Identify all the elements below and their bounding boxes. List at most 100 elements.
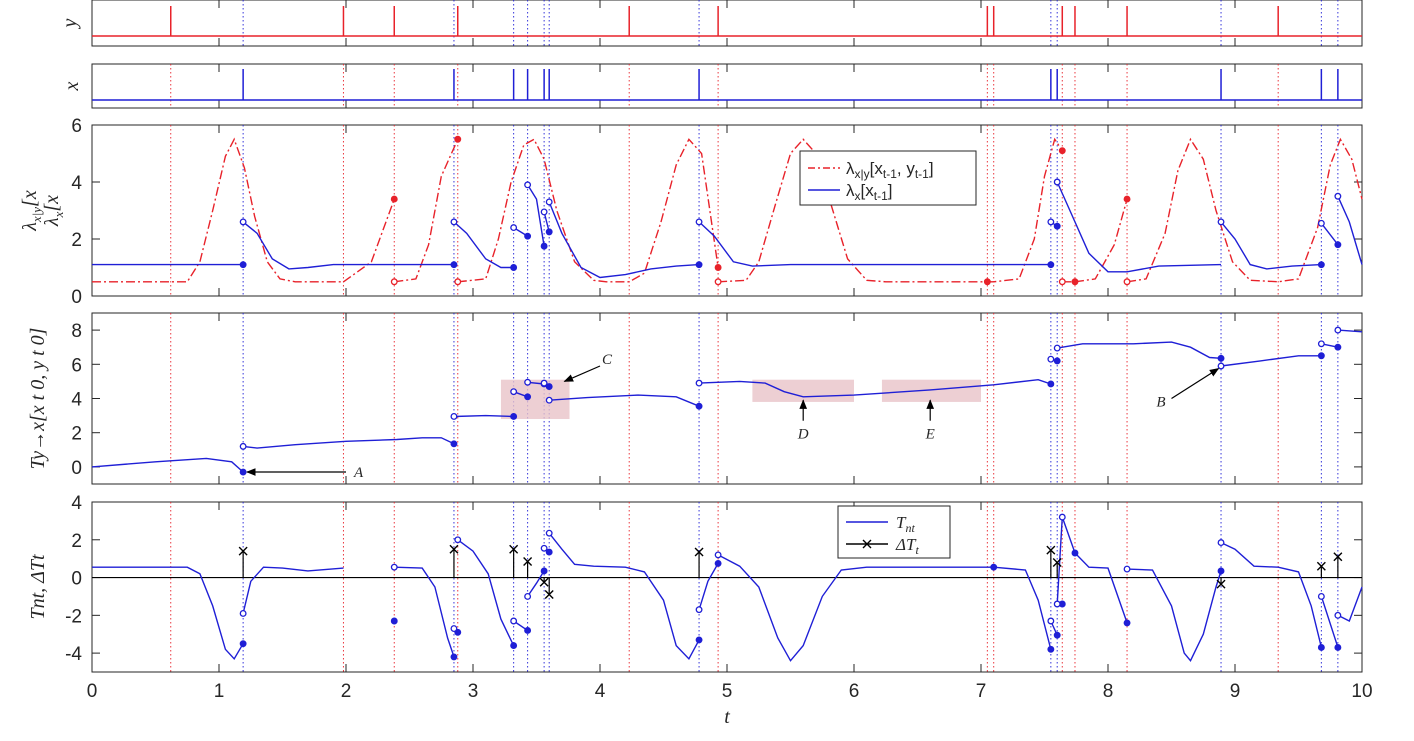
rate-point-open	[1047, 617, 1055, 625]
lambda-legend-label-part: λ	[846, 181, 855, 200]
lambda-x-line	[548, 201, 700, 279]
lambda-legend-box	[799, 150, 977, 206]
lambda-xy-point	[1071, 278, 1079, 286]
rate-line	[394, 566, 455, 658]
lambda-x-point	[450, 261, 458, 269]
te-ytick-label: 0	[71, 458, 82, 479]
te-ytick-label: 4	[71, 390, 82, 411]
x-tick-label: 6	[849, 681, 860, 702]
te-line	[1337, 329, 1363, 333]
lambda-xy-line	[987, 137, 1063, 283]
rate-point	[1317, 643, 1325, 651]
te-point-open	[524, 378, 532, 386]
lambda-legend-label-part: λ	[846, 159, 855, 178]
lambda-x-point	[1047, 261, 1055, 269]
x-tick-label: 10	[1351, 681, 1372, 702]
lambda-x-point-open	[524, 181, 532, 189]
te-line	[453, 414, 514, 418]
rate-point	[990, 563, 998, 571]
te-annotation-label: B	[1156, 395, 1165, 411]
rate-point	[450, 653, 458, 661]
te-line	[699, 378, 1052, 398]
y-raster-ylabel: y	[59, 18, 81, 29]
delta-t-marker	[238, 546, 248, 556]
lambda-ytick-label: 0	[71, 287, 82, 308]
te-point	[239, 468, 247, 476]
delta-t-marker	[544, 590, 554, 600]
rate-point-open	[510, 617, 518, 625]
rate-point	[1071, 549, 1079, 557]
lambda-x-point-open	[1334, 192, 1342, 200]
rate-point-open	[1217, 539, 1225, 547]
rate-point	[239, 640, 247, 648]
lambda-x-point	[1334, 241, 1342, 249]
lambda-x-point	[545, 228, 553, 236]
lambda-x-point-open	[510, 224, 518, 232]
lambda-xy-point-open	[1058, 278, 1066, 286]
lambda-x-line	[1220, 221, 1322, 270]
rate-ytick-label: 2	[71, 531, 82, 552]
rate-line	[717, 554, 1052, 662]
rate-point-open	[450, 625, 458, 633]
lambda-ylabel-line1: λx|y[x	[19, 190, 44, 232]
lambda-x-point	[695, 261, 703, 269]
te-line	[1220, 355, 1322, 367]
lambda-legend-label: λx|y[xt-1, yt-1]	[846, 159, 934, 181]
rate-line	[1220, 541, 1323, 648]
rate-point-open	[1317, 592, 1325, 600]
lambda-legend-label-part: ]	[888, 181, 893, 200]
te-point-open	[1217, 362, 1225, 370]
rate-point	[545, 548, 553, 556]
te-point	[545, 383, 553, 390]
rate-legend-main: ΔT	[895, 535, 917, 554]
lambda-xy-point-open	[390, 278, 398, 286]
lambda-x-point-open	[545, 198, 553, 206]
te-point	[1334, 343, 1342, 351]
rate-point-open	[695, 606, 703, 614]
rate-ylabel: Tnt, ΔTt	[27, 554, 49, 620]
te-point	[524, 393, 532, 401]
lambda-xy-line	[1074, 198, 1128, 283]
rate-legend-main: T	[896, 513, 907, 532]
te-annotation-label: D	[797, 427, 809, 443]
lambda-x-line	[698, 221, 1051, 267]
delta-t-marker	[539, 577, 549, 587]
te-highlight-box	[752, 379, 854, 402]
te-point-open	[510, 388, 518, 396]
rate-point-open	[1053, 600, 1061, 608]
rate-point	[524, 626, 532, 634]
rate-point-open	[1334, 611, 1342, 619]
lambda-legend: λx|y[xt-1, yt-1]λx[xt-1]	[799, 150, 977, 206]
lambda-x-point-open	[695, 218, 703, 226]
te-annotation-arrow	[563, 365, 601, 382]
x-tick-label: 0	[87, 681, 98, 702]
lambda-x-point-open	[1047, 218, 1055, 226]
lambda-x-point-open	[540, 208, 548, 216]
rate-point	[540, 567, 548, 575]
lambda-legend-label-part: t-1	[915, 167, 929, 181]
rate-line	[1337, 586, 1363, 622]
lambda-x-line	[242, 221, 454, 270]
rate-line	[92, 566, 244, 660]
lambda-x-point	[540, 242, 548, 250]
x-tick-label: 8	[1103, 681, 1114, 702]
delta-t-marker	[509, 544, 519, 554]
te-point	[450, 440, 458, 448]
lambda-ylabel-line2: λx[x	[41, 195, 66, 227]
lambda-xy-point	[390, 195, 398, 203]
te-annotation-label: E	[925, 427, 935, 443]
lambda-ylabel-part: λ	[19, 222, 41, 232]
rate-point-open	[454, 536, 462, 544]
rate-point-open	[390, 563, 398, 571]
delta-t-marker	[449, 544, 459, 554]
te-annotation-label: C	[602, 352, 613, 368]
rate-point	[1053, 631, 1061, 639]
rate-point-open	[524, 592, 532, 600]
lambda-x-point	[239, 261, 247, 269]
lambda-legend-label: λx[xt-1]	[846, 181, 892, 203]
lambda-ytick-label: 2	[71, 230, 82, 251]
te-point	[1217, 354, 1225, 362]
lambda-x-point-open	[239, 218, 247, 226]
